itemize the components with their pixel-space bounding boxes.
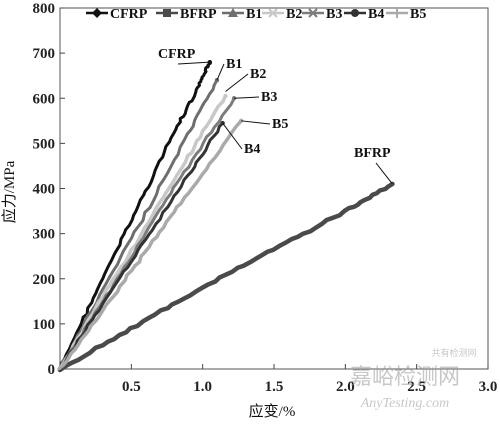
legend-label: B2 bbox=[286, 7, 302, 22]
legend-item-B5: B5 bbox=[386, 7, 426, 22]
series-line bbox=[57, 181, 395, 373]
y-tick-label: 0 bbox=[48, 362, 56, 378]
series-line bbox=[58, 94, 228, 371]
legend-label: B5 bbox=[410, 7, 426, 22]
x-tick-label: 1.5 bbox=[265, 379, 284, 395]
annotation-B3: B3 bbox=[234, 90, 277, 105]
annotation-B1: B1 bbox=[216, 57, 242, 81]
y-tick-label: 700 bbox=[33, 46, 56, 62]
legend-item-BFRP: BFRP bbox=[156, 7, 217, 22]
legend-marker bbox=[392, 8, 402, 18]
axes: 0 100 200 300 400 500 600 700 800 0.5 1.0 1.5 2.0 2.5… bbox=[33, 1, 498, 395]
annotations: CFRP B1 B2 B3 B5 B4 BFRP bbox=[158, 47, 393, 185]
series-point bbox=[223, 93, 228, 99]
y-tick-label: 300 bbox=[33, 227, 56, 243]
legend: CFRP BFRP B1 B2 B3 B4 B5 bbox=[86, 7, 426, 22]
annotation-label: B2 bbox=[250, 67, 266, 82]
series-line bbox=[58, 78, 219, 371]
series-line bbox=[58, 121, 225, 372]
legend-item-B1: B1 bbox=[222, 7, 262, 22]
data-series bbox=[57, 59, 395, 373]
legend-item-B3: B3 bbox=[302, 7, 342, 22]
annotation-leader bbox=[241, 120, 271, 125]
watermark-brand-small: 共有检测网 bbox=[431, 347, 476, 358]
annotation-leader bbox=[234, 96, 260, 99]
legend-item-CFRP: CFRP bbox=[86, 7, 148, 22]
x-tick-label: 0.5 bbox=[122, 379, 141, 395]
legend-label: B3 bbox=[326, 7, 342, 22]
annotation-B2: B2 bbox=[225, 67, 266, 92]
legend-marker bbox=[228, 8, 238, 17]
annotation-leader bbox=[177, 61, 210, 65]
annotation-leader bbox=[216, 63, 225, 81]
y-tick-label: 100 bbox=[33, 317, 56, 333]
watermark: 嘉峪检测网 AnyTesting.com 共有检测网 bbox=[350, 347, 477, 411]
legend-marker bbox=[308, 8, 318, 18]
y-tick-label: 800 bbox=[33, 1, 56, 17]
plot-area bbox=[59, 7, 489, 370]
annotation-CFRP: CFRP bbox=[158, 47, 210, 65]
y-axis-title: 应力/MPa bbox=[0, 160, 18, 223]
annotation-label: CFRP bbox=[158, 47, 196, 62]
x-axis-title: 应变/% bbox=[249, 402, 296, 420]
annotation-B5: B5 bbox=[241, 117, 288, 132]
legend-marker bbox=[163, 9, 171, 17]
annotation-B4: B4 bbox=[222, 122, 260, 157]
annotation-label: B4 bbox=[244, 142, 260, 157]
legend-label: CFRP bbox=[110, 7, 148, 22]
series-B2 bbox=[58, 93, 228, 371]
legend-marker bbox=[351, 9, 359, 17]
annotation-leader bbox=[222, 122, 243, 150]
legend-item-B4: B4 bbox=[344, 7, 384, 22]
legend-label: BFRP bbox=[180, 7, 217, 22]
x-tick-label: 3.0 bbox=[479, 379, 498, 395]
legend-marker bbox=[92, 8, 102, 18]
annotation-BFRP: BFRP bbox=[354, 146, 393, 185]
watermark-subtitle: AnyTesting.com bbox=[360, 396, 450, 411]
annotation-label: B5 bbox=[272, 117, 288, 132]
y-tick-label: 500 bbox=[33, 136, 56, 152]
x-tick-label: 1.0 bbox=[193, 379, 212, 395]
annotation-leader bbox=[375, 162, 393, 185]
legend-marker bbox=[268, 8, 278, 18]
annotation-label: B1 bbox=[226, 57, 242, 72]
series-line bbox=[57, 119, 243, 371]
annotation-leader bbox=[225, 73, 249, 92]
y-tick-label: 600 bbox=[33, 91, 56, 107]
x-tick-label: 2.5 bbox=[407, 379, 426, 395]
legend-label: B4 bbox=[368, 7, 384, 22]
y-tick-label: 400 bbox=[33, 182, 56, 198]
y-tick-label: 200 bbox=[33, 272, 56, 288]
series-line bbox=[58, 60, 212, 371]
x-tick-label: 2.0 bbox=[336, 379, 355, 395]
annotation-label: BFRP bbox=[354, 146, 391, 161]
legend-label: B1 bbox=[246, 7, 262, 22]
legend-item-B2: B2 bbox=[262, 7, 302, 22]
watermark-title: 嘉峪检测网 bbox=[350, 364, 460, 389]
annotation-label: B3 bbox=[261, 90, 277, 105]
